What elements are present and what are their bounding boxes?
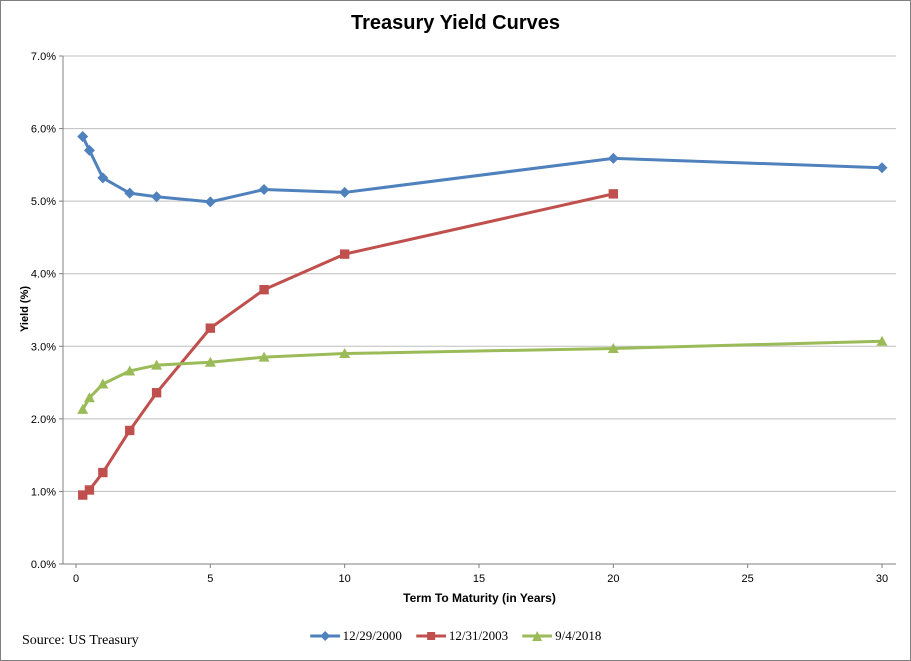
x-axis-title: Term To Maturity (in Years) [403,591,556,605]
data-point-marker [339,249,350,259]
data-point-marker [78,490,88,500]
y-tick-label: 6.0% [31,124,56,136]
data-point-marker [124,365,136,376]
x-tick-label: 5 [207,573,213,585]
data-point-marker [258,351,270,362]
legend-item: 12/29/2000 [309,628,402,644]
legend-swatch-square-icon [415,632,446,640]
chart-legend: 12/29/2000 12/31/2003 9/4/2018 [309,628,601,644]
data-point-marker [124,187,136,199]
data-point-marker [258,184,270,196]
legend-label: 12/31/2003 [448,628,509,643]
y-tick-label: 1.0% [31,486,56,498]
data-point-marker [205,323,216,333]
x-tick-label: 20 [607,573,619,585]
data-point-marker [151,191,163,203]
legend-swatch-triangle-icon [522,631,553,641]
data-point-marker [876,335,888,346]
data-point-marker [77,403,89,414]
legend-label: 9/4/2018 [555,628,602,643]
data-point-marker [151,388,162,398]
data-point-marker [204,196,216,208]
y-tick-label: 7.0% [31,51,56,63]
x-tick-label: 30 [876,573,888,585]
data-point-marker [125,425,135,436]
series-line [81,339,884,411]
data-point-marker [876,162,888,174]
y-tick-label: 5.0% [31,196,56,208]
series-line [81,135,884,204]
legend-label: 12/29/2000 [342,628,402,643]
x-tick-label: 10 [339,573,351,585]
legend-item: 9/4/2018 [522,628,601,644]
data-point-marker [97,378,109,389]
source-note: Source: US Treasury [22,633,139,648]
legend-item: 12/31/2003 [415,628,509,644]
data-point-marker [608,189,619,199]
data-point-marker [83,144,95,156]
data-point-marker [151,359,163,370]
x-tick-label: 25 [742,573,754,585]
y-tick-label: 0.0% [31,559,56,571]
y-tick-label: 2.0% [31,414,56,426]
y-tick-label: 3.0% [31,341,56,353]
y-axis-title: Yield (%) [19,285,31,333]
data-point-marker [83,392,95,403]
y-tick-label: 4.0% [31,269,56,281]
x-tick-label: 15 [473,573,485,585]
chart-title: Treasury Yield Curves [350,12,560,34]
legend-swatch-diamond-icon [309,631,340,641]
data-point-marker [607,342,619,353]
data-point-marker [84,485,95,495]
x-tick-label: 0 [73,573,79,585]
series-line [81,192,615,497]
data-point-marker [339,186,351,198]
data-point-marker [204,356,216,367]
data-point-marker [98,467,108,478]
data-point-marker [607,152,619,164]
data-point-marker [97,172,109,184]
data-point-marker [77,131,89,143]
data-point-marker [259,284,269,295]
data-point-marker [339,348,351,359]
